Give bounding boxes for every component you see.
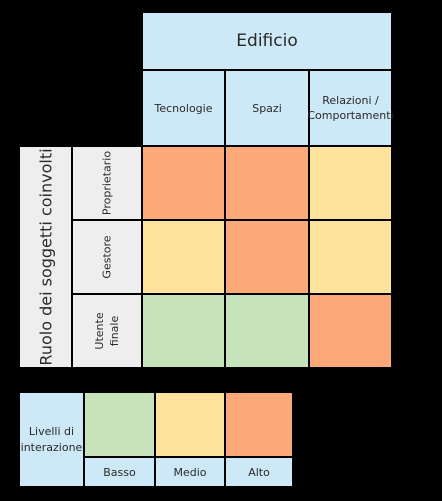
legend-title-cell: Livelli di interazione [19,392,84,487]
side-title-cell: Ruolo dei soggetti coinvolti [19,146,72,368]
legend-label-basso-cell: Basso [84,457,155,487]
row-label: Utente finale [93,312,121,350]
legend-label: Basso [103,465,136,479]
matrix-cell-utente-relazioni [309,294,392,368]
legend-swatch-alto [225,392,293,457]
legend-label-medio-cell: Medio [155,457,225,487]
row-label: Proprietario [100,150,114,216]
matrix-cell-proprietario-tecnologie [142,146,225,220]
legend-swatch-medio [155,392,225,457]
column-label: Relazioni / Comportamenti [307,94,394,122]
column-label: Spazi [252,101,282,115]
column-label: Tecnologie [154,101,213,115]
row-header-gestore: Gestore [72,220,142,294]
column-header-relazioni: Relazioni / Comportamenti [307,70,394,146]
matrix-cell-gestore-relazioni [309,220,392,294]
row-header-utente-finale: Utente finale [72,294,142,368]
matrix-cell-utente-spazi [225,294,309,368]
legend-label-alto-cell: Alto [225,457,293,487]
row-header-proprietario: Proprietario [72,146,142,220]
row-label: Gestore [100,235,114,279]
legend-label: Medio [173,465,207,479]
column-header-spazi: Spazi [225,70,309,146]
header-title-cell: Edificio [142,12,392,70]
matrix-cell-utente-tecnologie [142,294,225,368]
legend-title: Livelli di interazione [20,424,83,454]
matrix-cell-gestore-tecnologie [142,220,225,294]
matrix-cell-proprietario-spazi [225,146,309,220]
side-title: Ruolo dei soggetti coinvolti [36,148,55,366]
legend-swatch-basso [84,392,155,457]
legend-label: Alto [248,465,270,479]
column-header-tecnologie: Tecnologie [142,70,225,146]
matrix-cell-proprietario-relazioni [309,146,392,220]
header-title: Edificio [236,31,298,51]
matrix-cell-gestore-spazi [225,220,309,294]
